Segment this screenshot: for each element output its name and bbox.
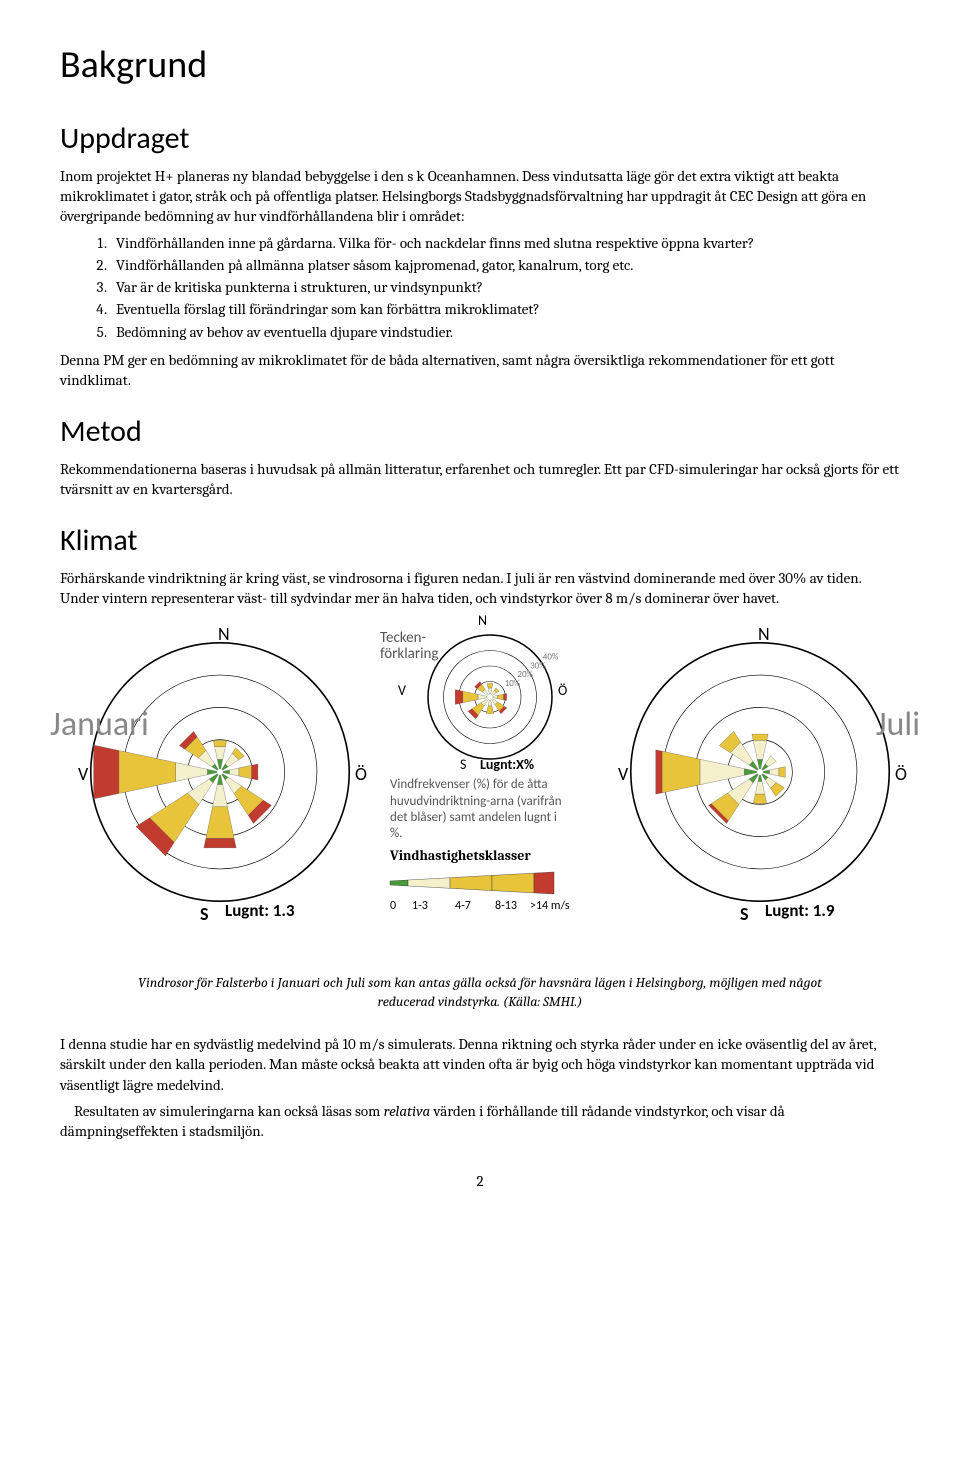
scale-0: 0 — [390, 898, 396, 914]
para-conclusion: Denna PM ger en bedömning av mikroklimat… — [60, 350, 900, 391]
scale-2: 4-7 — [455, 898, 471, 914]
para-klimat: Förhärskande vindriktning är kring väst,… — [60, 568, 900, 609]
compass-v: V — [618, 762, 628, 786]
legend-compass-v: V — [398, 682, 406, 701]
scale-3: 8-13 — [495, 898, 517, 914]
list-item: Vindförhållanden på allmänna platser sås… — [110, 255, 900, 275]
compass-n: N — [758, 622, 770, 646]
para-study2: Resultaten av simuleringarna kan också l… — [60, 1101, 900, 1142]
legend-lugnt: Lugnt:X% — [480, 756, 534, 775]
wind-rose-juli: Juli N V Ö S Lugnt: 1.9 — [620, 632, 900, 917]
legend-compass-o: Ö — [558, 682, 567, 701]
figure-caption: Vindrosor för Falsterbo i Januari och Ju… — [120, 974, 840, 1012]
compass-n: N — [218, 622, 230, 646]
compass-v: V — [78, 762, 88, 786]
month-label-januari: Januari — [50, 702, 149, 748]
rose-svg-juli — [620, 632, 900, 912]
wind-rose-legend: Tecken- förklaring N V Ö S Lugnt:X% 40%3… — [390, 622, 590, 777]
list-item: Eventuella förslag till förändringar som… — [110, 299, 900, 319]
study2-pre: Resultaten av simuleringarna kan också l… — [74, 1102, 384, 1120]
numbered-list: Vindförhållanden inne på gårdarna. Vilka… — [110, 233, 900, 342]
wind-rose-januari: Januari N V Ö S Lugnt: 1.3 — [80, 632, 360, 917]
section-klimat: Klimat — [60, 521, 900, 562]
list-item: Bedömning av behov av eventuella djupare… — [110, 322, 900, 342]
compass-s: S — [200, 902, 209, 926]
compass-o: Ö — [895, 762, 907, 786]
compass-o: Ö — [355, 762, 367, 786]
section-metod: Metod — [60, 412, 900, 453]
section-uppdraget: Uppdraget — [60, 119, 900, 160]
speed-scale-bar — [390, 868, 580, 898]
para-study1: I denna studie har en sydvästlig medelvi… — [60, 1034, 900, 1095]
para-uppdraget: Inom projektet H+ planeras ny blandad be… — [60, 166, 900, 227]
list-item: Var är de kritiska punkterna i strukture… — [110, 277, 900, 297]
scale-1: 1-3 — [412, 898, 428, 914]
lugnt-juli: Lugnt: 1.9 — [765, 900, 835, 923]
page-title: Bakgrund — [60, 40, 900, 91]
wind-rose-figure: Januari N V Ö S Lugnt: 1.3 Tecken- förkl… — [60, 622, 900, 962]
page-number: 2 — [60, 1171, 900, 1191]
para-metod: Rekommendationerna baseras i huvudsak på… — [60, 459, 900, 500]
legend-compass-n: N — [478, 612, 487, 631]
legend-desc: Vindfrekvenser (%) för de åtta huvudvind… — [390, 777, 570, 842]
legend-class-title: Vindhastighetsklasser — [390, 847, 531, 866]
rose-svg-januari — [80, 632, 360, 912]
legend-title-2: förklaring — [380, 644, 438, 664]
lugnt-januari: Lugnt: 1.3 — [225, 900, 295, 923]
month-label-juli: Juli — [876, 702, 920, 748]
compass-s: S — [740, 902, 749, 926]
scale-4: >14 m/s — [530, 898, 570, 914]
list-item: Vindförhållanden inne på gårdarna. Vilka… — [110, 233, 900, 253]
study2-emphasis: relativa — [384, 1102, 431, 1120]
svg-text:10%: 10% — [505, 678, 521, 689]
legend-compass-s: S — [460, 756, 466, 775]
